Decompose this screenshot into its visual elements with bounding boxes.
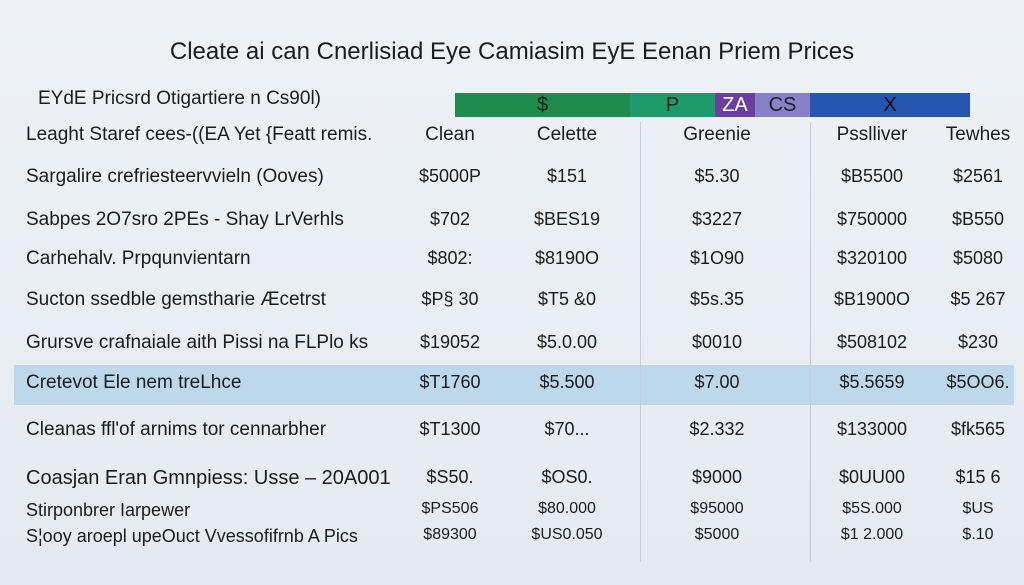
table-cell: $T5 &0 <box>537 289 597 309</box>
table-cell: $95000 <box>690 500 744 517</box>
table-cell: $89300 <box>423 526 477 543</box>
table-cell: $fk565 <box>950 419 1006 439</box>
row-label: Coasjan Eran Gmnpiess: Usse – 20A001 <box>26 467 391 489</box>
table-cell: $1 2.000 <box>840 526 904 543</box>
table-cell: $0010 <box>691 332 743 352</box>
table-cell: $5.0.00 <box>536 332 598 352</box>
table-cell: $.10 <box>962 526 994 543</box>
table-cell: $S50. <box>426 467 474 487</box>
title: Cleate ai can Cnerlisiad Eye Camiasim Ey… <box>169 38 855 65</box>
table-cell: $802: <box>427 248 473 268</box>
table-cell: $5 267 <box>950 289 1006 309</box>
band-segment: P <box>630 93 715 117</box>
table-cell: $702 <box>429 209 471 229</box>
column-header: Celette <box>536 124 598 145</box>
table-cell: $B1900O <box>833 289 911 309</box>
band-segment: CS <box>755 93 810 117</box>
color-band: $ P ZA CS X <box>455 93 970 117</box>
table-cell: $7.00 <box>694 372 740 392</box>
table-cell: $8190O <box>534 248 600 268</box>
table-cell: $133000 <box>836 419 908 439</box>
table-cell: $5000 <box>694 526 740 543</box>
table-cell: $750000 <box>836 209 908 229</box>
row-label: Stirponbrer Iarpewer <box>26 500 191 520</box>
table-cell: $0UU00 <box>838 467 906 487</box>
column-header: Tewhes <box>945 124 1011 145</box>
table-cell: $151 <box>546 166 588 186</box>
table-cell: $5.30 <box>694 166 740 186</box>
table-cell: $2.332 <box>689 419 745 439</box>
band-segment: ZA <box>715 93 755 117</box>
table-cell: $5OO6. <box>946 372 1010 392</box>
table-cell: $B550 <box>951 209 1005 229</box>
table-cell: $OS0. <box>541 467 593 487</box>
subtitle: EYdE Pricsrd Otigartiere n Cs90l) <box>38 88 321 109</box>
table-cell: $5.5659 <box>839 372 905 392</box>
table-cell: $5.500 <box>539 372 595 392</box>
column-divider <box>640 122 641 562</box>
row-label: Cleanas ffl'of arnims tor cennarbher <box>26 419 327 440</box>
table-cell: $PS506 <box>421 500 479 517</box>
table-cell: $15 6 <box>955 467 1001 487</box>
table-cell: $US0.050 <box>531 526 603 543</box>
table-cell: $5S.000 <box>842 500 902 517</box>
column-header: Clean <box>425 124 475 145</box>
table-cell: $5080 <box>952 248 1004 268</box>
table-cell: $T1760 <box>419 372 481 392</box>
table-cell: $9000 <box>691 467 743 487</box>
column-header: Greenie <box>683 124 751 145</box>
table-cell: $B5500 <box>840 166 904 186</box>
table-cell: $5s.35 <box>689 289 745 309</box>
table-cell: $320100 <box>836 248 908 268</box>
table-cell: $BES19 <box>533 209 601 229</box>
row-label: Carhehalv. Prpqunvientarn <box>26 248 251 269</box>
table-cell: $T1300 <box>419 419 481 439</box>
row-label: Grursve crafnaiale aith Pissi na FLPlo k… <box>26 332 369 353</box>
column-header: Leaght Staref cees-((EA Yet {Featt remis… <box>26 124 373 145</box>
table-cell: $P§ 30 <box>421 289 479 309</box>
table-cell: $508102 <box>836 332 908 352</box>
highlight-row <box>14 365 1014 405</box>
band-segment: $ <box>455 93 630 117</box>
row-label: Cretevot Ele nem treLhce <box>26 372 242 393</box>
column-header: Psslliver <box>836 124 908 145</box>
row-label: Sabpes 2O7sro 2PEs - Shay LrVerhls <box>26 209 344 230</box>
row-label: Sucton ssedble gemstharie Æcetrst <box>26 289 326 310</box>
table-cell: $2561 <box>952 166 1004 186</box>
table-cell: $3227 <box>691 209 743 229</box>
column-divider <box>810 122 811 562</box>
row-label: Sargalire crefriesteervvieln (Ooves) <box>26 166 324 187</box>
table-cell: $230 <box>957 332 999 352</box>
table-cell: $70... <box>544 419 590 439</box>
table-cell: $US <box>962 500 994 517</box>
table-cell: $80.000 <box>538 500 596 517</box>
table-cell: $19052 <box>419 332 481 352</box>
row-label: S¦ooy aroepl upeOuct Vvessofifrnb A Pics <box>26 526 358 546</box>
band-segment: X <box>810 93 970 117</box>
table-cell: $1O90 <box>689 248 745 268</box>
table-cell: $5000P <box>418 166 482 186</box>
